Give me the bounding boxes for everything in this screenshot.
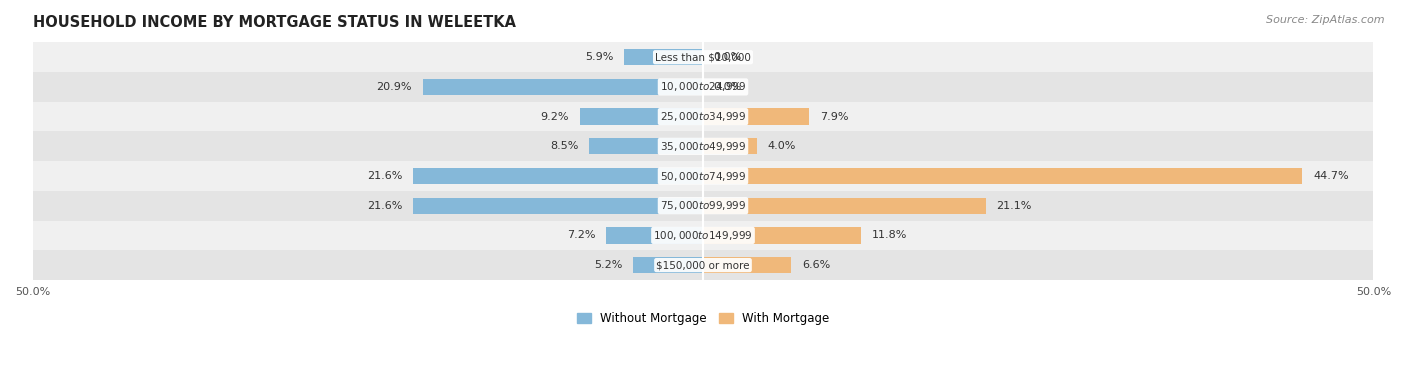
Bar	[32, 132, 1374, 161]
Text: $100,000 to $149,999: $100,000 to $149,999	[654, 229, 752, 242]
Text: 20.9%: 20.9%	[377, 82, 412, 92]
Text: 11.8%: 11.8%	[872, 230, 907, 241]
Text: $25,000 to $34,999: $25,000 to $34,999	[659, 110, 747, 123]
Bar	[579, 109, 703, 125]
Legend: Without Mortgage, With Mortgage: Without Mortgage, With Mortgage	[574, 308, 832, 328]
Text: 21.6%: 21.6%	[367, 201, 402, 211]
Bar	[589, 138, 703, 155]
Bar	[703, 257, 792, 273]
Text: $150,000 or more: $150,000 or more	[657, 260, 749, 270]
Text: $10,000 to $24,999: $10,000 to $24,999	[659, 80, 747, 93]
Text: Source: ZipAtlas.com: Source: ZipAtlas.com	[1267, 15, 1385, 25]
Text: 6.6%: 6.6%	[803, 260, 831, 270]
Bar	[32, 221, 1374, 250]
Text: 21.6%: 21.6%	[367, 171, 402, 181]
Text: 21.1%: 21.1%	[997, 201, 1032, 211]
Text: 44.7%: 44.7%	[1313, 171, 1348, 181]
Text: Less than $10,000: Less than $10,000	[655, 52, 751, 62]
Bar	[703, 138, 756, 155]
Text: $35,000 to $49,999: $35,000 to $49,999	[659, 140, 747, 153]
Text: 7.2%: 7.2%	[567, 230, 596, 241]
Text: 0.0%: 0.0%	[714, 52, 742, 62]
Bar	[32, 191, 1374, 221]
Text: 7.9%: 7.9%	[820, 112, 848, 122]
Bar	[703, 227, 862, 244]
Bar	[413, 168, 703, 184]
Text: 4.0%: 4.0%	[768, 141, 796, 151]
Bar	[606, 227, 703, 244]
Text: $50,000 to $74,999: $50,000 to $74,999	[659, 170, 747, 182]
Bar	[32, 72, 1374, 102]
Bar	[703, 168, 1302, 184]
Text: 9.2%: 9.2%	[540, 112, 569, 122]
Bar	[32, 42, 1374, 72]
Text: 5.2%: 5.2%	[595, 260, 623, 270]
Bar	[413, 198, 703, 214]
Text: 5.9%: 5.9%	[585, 52, 613, 62]
Bar	[624, 49, 703, 65]
Bar	[633, 257, 703, 273]
Bar	[703, 198, 986, 214]
Bar	[32, 250, 1374, 280]
Text: HOUSEHOLD INCOME BY MORTGAGE STATUS IN WELEETKA: HOUSEHOLD INCOME BY MORTGAGE STATUS IN W…	[32, 15, 516, 30]
Text: $75,000 to $99,999: $75,000 to $99,999	[659, 199, 747, 212]
Bar	[423, 79, 703, 95]
Text: 8.5%: 8.5%	[550, 141, 578, 151]
Text: 0.0%: 0.0%	[714, 82, 742, 92]
Bar	[32, 161, 1374, 191]
Bar	[32, 102, 1374, 132]
Bar	[703, 109, 808, 125]
